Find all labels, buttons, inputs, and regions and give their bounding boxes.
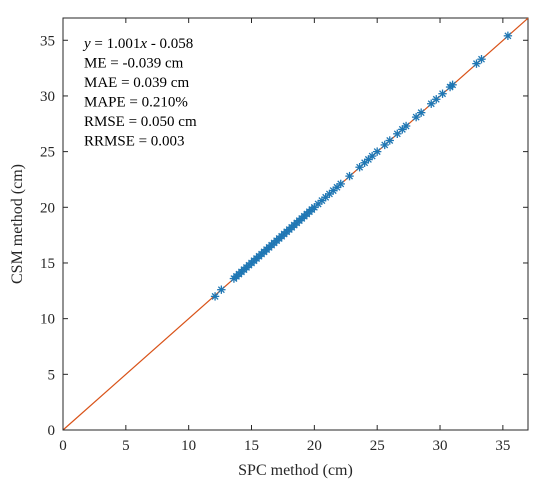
y-tick-label: 20 (40, 200, 55, 216)
stats-line: y = 1.001x - 0.058 (82, 36, 193, 52)
stats-line: ME = -0.039 cm (84, 56, 184, 72)
stats-line: MAPE = 0.210% (84, 95, 188, 111)
points-layer (210, 31, 513, 301)
x-tick-label: 25 (370, 438, 385, 454)
y-tick-label: 0 (48, 423, 56, 439)
data-point (332, 183, 342, 192)
data-point (438, 89, 447, 98)
y-tick-label: 25 (40, 145, 55, 161)
stats-line: RMSE = 0.050 cm (84, 114, 197, 130)
data-point (448, 80, 457, 90)
data-point (477, 55, 486, 64)
stats-line: MAE = 0.039 cm (84, 75, 189, 91)
x-tick-label: 20 (307, 438, 322, 454)
data-point (416, 108, 426, 117)
y-tick-label: 5 (48, 367, 56, 383)
axes-box (62, 17, 529, 431)
x-tick-label: 35 (495, 438, 510, 454)
x-axis-label: SPC method (cm) (238, 462, 353, 479)
data-point (372, 147, 382, 156)
data-point (503, 31, 513, 41)
y-tick-label: 30 (40, 89, 55, 105)
data-point (210, 292, 220, 301)
y-tick-label: 35 (40, 33, 55, 49)
data-point (345, 171, 354, 181)
data-point (336, 179, 345, 189)
x-tick-label: 0 (59, 438, 67, 454)
data-point (401, 121, 411, 131)
data-point (385, 136, 394, 145)
y-tick-label: 10 (40, 312, 55, 328)
stats-line: RRMSE = 0.003 (84, 134, 185, 150)
plot-area: 0 5 10 15 20 25 30 35 0 5 10 15 20 25 30 35 (40, 17, 529, 454)
y-axis-label: CSM method (cm) (9, 164, 26, 284)
data-point (432, 95, 441, 104)
data-point (398, 125, 407, 134)
data-point (217, 285, 226, 294)
ticks-layer: 0 5 10 15 20 25 30 35 0 5 10 15 20 25 30 35 (40, 18, 528, 454)
x-tick-label: 5 (122, 438, 130, 454)
x-tick-label: 10 (181, 438, 196, 454)
y-tick-label: 15 (40, 256, 55, 272)
stats-annotation: y = 1.001x - 0.058 ME = -0.039 cm MAE = 0.… (82, 36, 197, 150)
x-tick-label: 30 (433, 438, 448, 454)
stats-var: y (82, 36, 91, 52)
x-tick-label: 15 (244, 438, 259, 454)
